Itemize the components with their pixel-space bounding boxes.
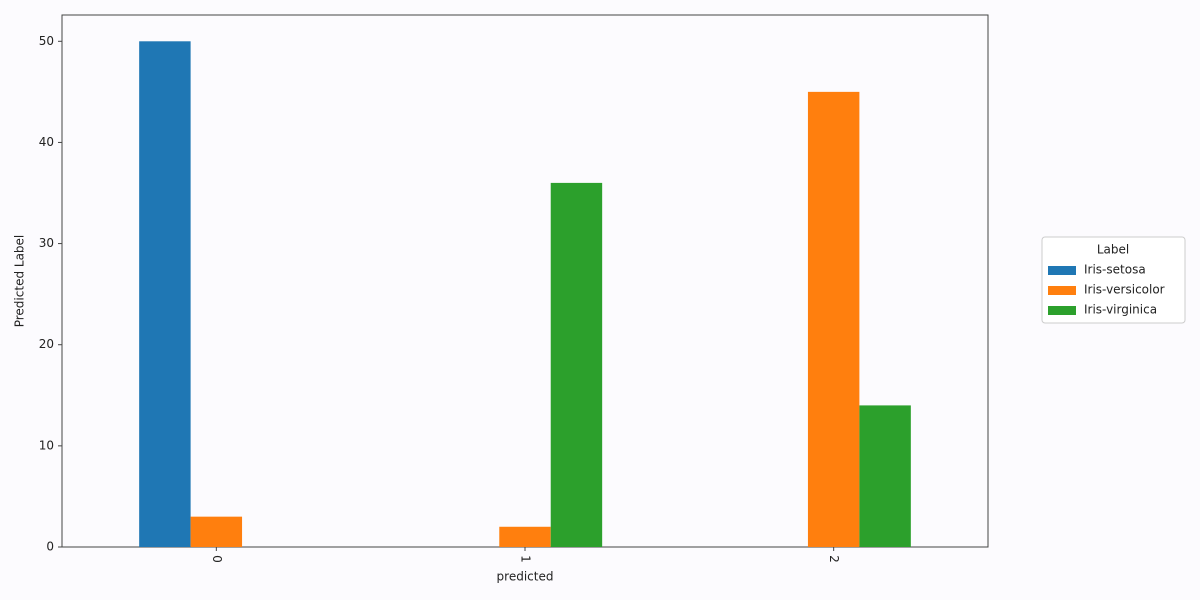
x-axis-label: predicted bbox=[497, 570, 554, 584]
y-tick-label: 20 bbox=[39, 337, 54, 351]
legend-title: Label bbox=[1097, 243, 1129, 257]
bar bbox=[499, 526, 551, 547]
y-axis-label: Predicted Label bbox=[13, 235, 27, 328]
x-tick-label: 0 bbox=[210, 555, 224, 563]
legend-swatch bbox=[1048, 306, 1076, 315]
y-tick-label: 10 bbox=[39, 438, 54, 452]
legend-swatch bbox=[1048, 286, 1076, 295]
bar bbox=[190, 516, 243, 547]
legend-label: Iris-versicolor bbox=[1084, 283, 1165, 297]
legend-label: Iris-virginica bbox=[1084, 303, 1157, 317]
y-tick-label: 40 bbox=[39, 135, 54, 149]
x-tick-label: 1 bbox=[519, 555, 533, 563]
y-tick-label: 50 bbox=[39, 34, 54, 48]
bar bbox=[139, 41, 191, 548]
y-tick-label: 30 bbox=[39, 236, 54, 250]
legend-swatch bbox=[1048, 266, 1076, 275]
y-tick-label: 0 bbox=[46, 540, 54, 554]
bar bbox=[807, 91, 860, 548]
bar bbox=[859, 405, 911, 547]
x-tick-label: 2 bbox=[827, 555, 841, 563]
bar bbox=[550, 182, 603, 547]
legend-box bbox=[1041, 236, 1186, 324]
legend-label: Iris-setosa bbox=[1084, 263, 1146, 277]
